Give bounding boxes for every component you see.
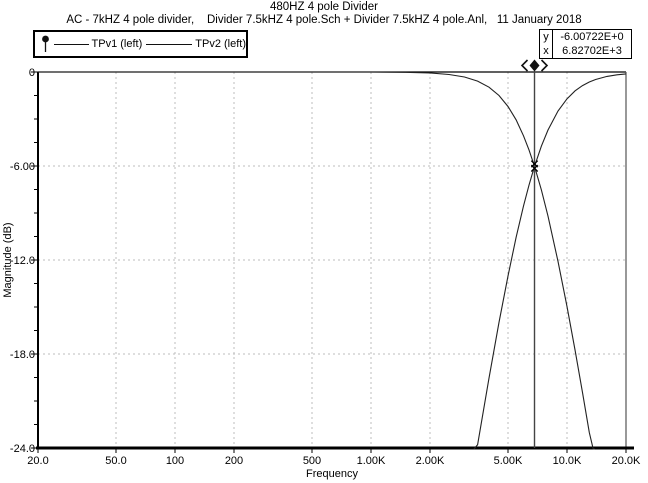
readout-x-value: 6.82702E+3 [562, 45, 622, 57]
readout-y-value: -6.00722E+0 [560, 31, 624, 43]
cursor-handle-diamond-icon[interactable] [529, 59, 540, 72]
x-tick-label: 500 [303, 455, 321, 467]
cursor-readout-box: y x -6.00722E+0 6.82702E+3 [539, 29, 632, 59]
x-tick-label: 5.00K [494, 455, 523, 467]
readout-y-label: y [543, 31, 549, 43]
y-tick-label: -24.0 [10, 443, 35, 455]
x-tick-label: 50.0 [105, 455, 126, 467]
series-tpv2-curve [473, 73, 627, 450]
x-tick-label: 200 [225, 455, 243, 467]
legend-label-tpv1[interactable]: TPv1 (left) [91, 38, 143, 50]
x-axis-title: Frequency [306, 468, 358, 480]
y-tick-label: -18.0 [10, 349, 35, 361]
x-tick-label: 20.0K [612, 455, 641, 467]
x-tick-label: 100 [166, 455, 184, 467]
y-tick-label: 0 [29, 67, 35, 79]
readout-x-label: x [543, 45, 549, 57]
y-axis-title: Magnitude (dB) [2, 222, 14, 297]
page-subtitle: AC - 7kHZ 4 pole divider, Divider 7.5kHZ… [66, 14, 582, 26]
series-tpv2-line-sample [146, 43, 193, 45]
series-tpv1-curve [38, 71, 595, 450]
cursor-point-marker [530, 164, 539, 172]
y-tick-label: -6.00 [10, 161, 35, 173]
cursor-pin-icon [42, 35, 49, 52]
cursor-handle-left-arrow-icon[interactable] [520, 59, 529, 72]
x-tick-label: 20.0 [27, 455, 48, 467]
series-tpv1-line-sample [54, 43, 89, 45]
legend-label-tpv2[interactable]: TPv2 (left) [195, 38, 246, 50]
page-title: 480HZ 4 pole Divider [269, 1, 379, 13]
x-tick-label: 1.00K [357, 455, 386, 467]
x-tick-label: 10.0K [553, 455, 582, 467]
cursor-handle-right-arrow-icon[interactable] [540, 59, 549, 72]
x-tick-label: 2.00K [416, 455, 445, 467]
legend-box[interactable]: TPv1 (left) TPv2 (left) [33, 30, 248, 58]
y-tick-label: -12.0 [10, 255, 35, 267]
